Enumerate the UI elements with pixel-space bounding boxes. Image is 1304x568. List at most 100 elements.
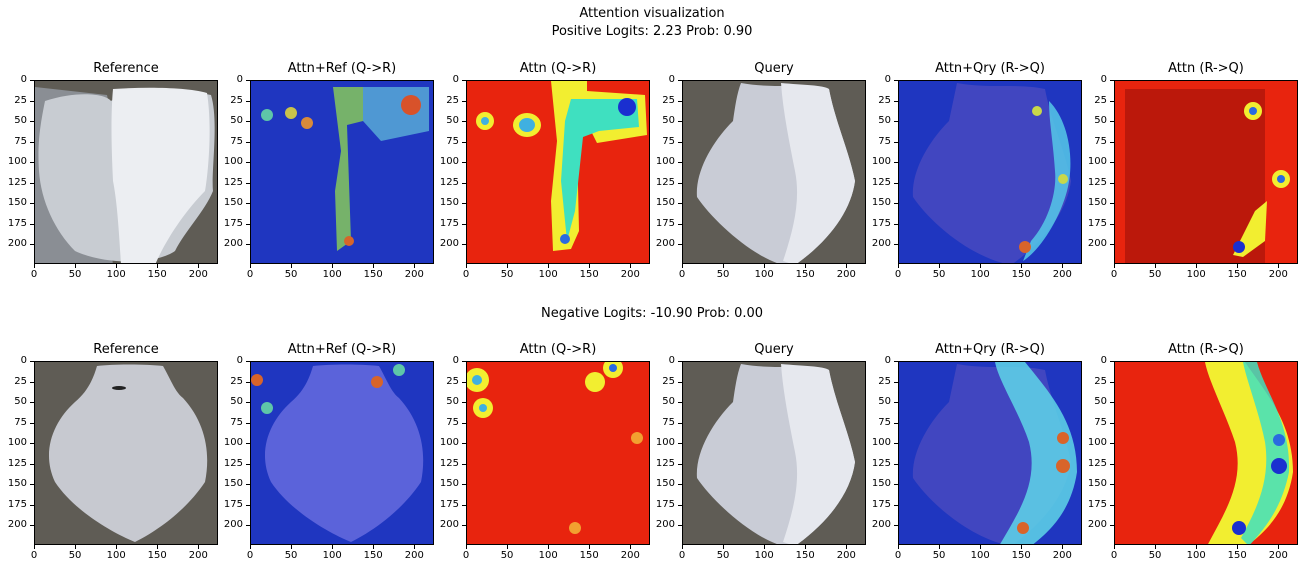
negative-panel-4-ytick-label: 175 [655, 498, 675, 510]
positive-panel-6-ytick-label: 75 [1094, 135, 1107, 147]
positive-panel-5-xtick-mark [980, 264, 982, 268]
positive-panel-6-ytick-mark [1110, 141, 1114, 143]
positive-panel-2-xtick-label: 150 [363, 269, 383, 280]
positive-panel-3-ytick-mark [462, 244, 466, 246]
negative-panel-2-ytick-label: 75 [230, 416, 243, 428]
negative-panel-4-ytick-mark [678, 525, 682, 527]
negative-panel-4-ytick-mark [678, 422, 682, 424]
positive-panel-5-ytick-label: 0 [884, 74, 891, 85]
negative-panel-3-xtick-label: 50 [500, 550, 514, 561]
positive-panel-2-title: Attn+Ref (Q->R) [287, 61, 397, 76]
positive-panel-2-xtick-label: 100 [322, 269, 342, 280]
positive-panel-2-ytick-label: 75 [230, 135, 243, 147]
negative-panel-2-ytick-label: 0 [236, 355, 243, 366]
positive-panel-4-title: Query [754, 61, 794, 76]
negative-panel-2-ytick-mark [246, 463, 250, 465]
negative-panel-6-xtick-label: 50 [1148, 550, 1162, 561]
positive-panel-5-ytick-mark [894, 203, 898, 205]
positive-panel-1-xtick-mark [198, 264, 200, 268]
negative-panel-6-ytick-label: 0 [1100, 355, 1107, 366]
positive-panel-5-ytick-mark [894, 80, 898, 81]
positive-panel-2-ytick-mark [246, 182, 250, 184]
negative-panel-6-ytick-label: 100 [1087, 437, 1107, 449]
negative-panel-1-xtick-label: 200 [188, 550, 208, 561]
negative-panel-1-ytick-label: 100 [7, 437, 27, 449]
positive-panel-3-image [466, 80, 650, 264]
positive-panel-4-ytick-mark [678, 141, 682, 143]
negative-panel-2-image [250, 361, 434, 545]
positive-panel-4-xtick-mark [682, 264, 683, 268]
negative-panel-2-ytick-mark [246, 504, 250, 506]
negative-panel-2-ytick-label: 100 [223, 437, 243, 449]
negative-panel-1-xtick-mark [75, 545, 77, 549]
negative-panel-4-ytick-label: 100 [655, 437, 675, 449]
negative-panel-6-ytick-mark [1110, 422, 1114, 424]
positive-panel-2-ytick-mark [246, 141, 250, 143]
negative-panel-1-ytick-mark [30, 402, 34, 404]
negative-panel-6-xtick-mark [1237, 545, 1239, 549]
positive-panel-6-ytick-mark [1110, 244, 1114, 246]
negative-panel-5-ytick-mark [894, 484, 898, 486]
positive-panel-2-ytick-label: 25 [230, 94, 243, 106]
positive-panel-1-ytick-label: 150 [7, 197, 27, 209]
negative-panel-4-xtick-label: 200 [836, 550, 856, 561]
positive-panel-1-ytick-mark [30, 182, 34, 184]
positive-row-title: Positive Logits: 2.23 Prob: 0.90 [551, 24, 753, 39]
positive-panel-4-ytick-label: 0 [668, 74, 675, 85]
negative-panel-1-xtick-mark [34, 545, 35, 549]
positive-panel-5-xtick-label: 100 [970, 269, 990, 280]
negative-panel-4-image [682, 361, 866, 545]
negative-panel-1-title: Reference [93, 342, 159, 357]
positive-panel-1-ytick-label: 200 [7, 238, 27, 250]
negative-panel-5-ytick-mark [894, 361, 898, 362]
negative-panel-6-ytick-label: 50 [1094, 396, 1107, 408]
negative-panel-4-xtick-label: 100 [754, 550, 774, 561]
negative-panel-2-ytick-mark [246, 443, 250, 445]
negative-panel-1-ytick-mark [30, 463, 34, 465]
positive-panel-3-ytick-label: 125 [439, 176, 459, 188]
positive-panel-2-image [250, 80, 434, 264]
positive-panel-1-ytick-mark [30, 141, 34, 143]
positive-panel-1-xtick-mark [75, 264, 77, 268]
positive-panel-3-ytick-label: 175 [439, 217, 459, 229]
negative-panel-1-xtick-label: 100 [106, 550, 126, 561]
positive-panel-3-xtick-mark [507, 264, 509, 268]
positive-panel-3-ytick-label: 100 [439, 156, 459, 168]
positive-panel-3-ytick-mark [462, 203, 466, 205]
negative-panel-2-xtick-mark [291, 545, 293, 549]
negative-panel-1-xtick-mark [198, 545, 200, 549]
positive-panel-3-ytick-mark [462, 223, 466, 225]
negative-panel-1-ytick-label: 175 [7, 498, 27, 510]
positive-panel-1-ytick-mark [30, 203, 34, 205]
positive-panel-4-ytick-mark [678, 182, 682, 184]
positive-panel-4-ytick-label: 50 [662, 115, 675, 127]
negative-panel-1-ytick-mark [30, 525, 34, 527]
negative-panel-5-ytick-mark [894, 463, 898, 465]
negative-panel-5-xtick-label: 200 [1052, 550, 1072, 561]
positive-panel-3-ytick-label: 25 [446, 94, 459, 106]
negative-panel-2-ytick-mark [246, 484, 250, 486]
negative-panel-6-ytick-mark [1110, 381, 1114, 383]
negative-panel-1-ytick-mark [30, 484, 34, 486]
negative-panel-1-ytick-mark [30, 381, 34, 383]
negative-panel-2-ytick-label: 150 [223, 478, 243, 490]
negative-panel-1-xtick-label: 50 [68, 550, 82, 561]
positive-panel-4-xtick-label: 100 [754, 269, 774, 280]
negative-panel-1-ytick-label: 125 [7, 457, 27, 469]
positive-panel-3-xtick-label: 100 [538, 269, 558, 280]
positive-panel-4-ytick-label: 175 [655, 217, 675, 229]
negative-panel-4-xtick-mark [805, 545, 807, 549]
negative-panel-6-ytick-mark [1110, 463, 1114, 465]
negative-panel-3-xtick-mark [589, 545, 591, 549]
positive-panel-6-xtick-label: 100 [1186, 269, 1206, 280]
negative-panel-4-ytick-mark [678, 463, 682, 465]
positive-panel-4-ytick-mark [678, 100, 682, 102]
positive-panel-2-ytick-mark [246, 223, 250, 225]
positive-panel-4-ytick-mark [678, 80, 682, 81]
negative-panel-5-ytick-label: 50 [878, 396, 891, 408]
negative-panel-4-xtick-mark [846, 545, 848, 549]
negative-panel-2-ytick-mark [246, 525, 250, 527]
positive-panel-1-ytick-label: 100 [7, 156, 27, 168]
positive-panel-2-xtick-label: 0 [246, 269, 254, 280]
negative-panel-6-xtick-mark [1155, 545, 1157, 549]
